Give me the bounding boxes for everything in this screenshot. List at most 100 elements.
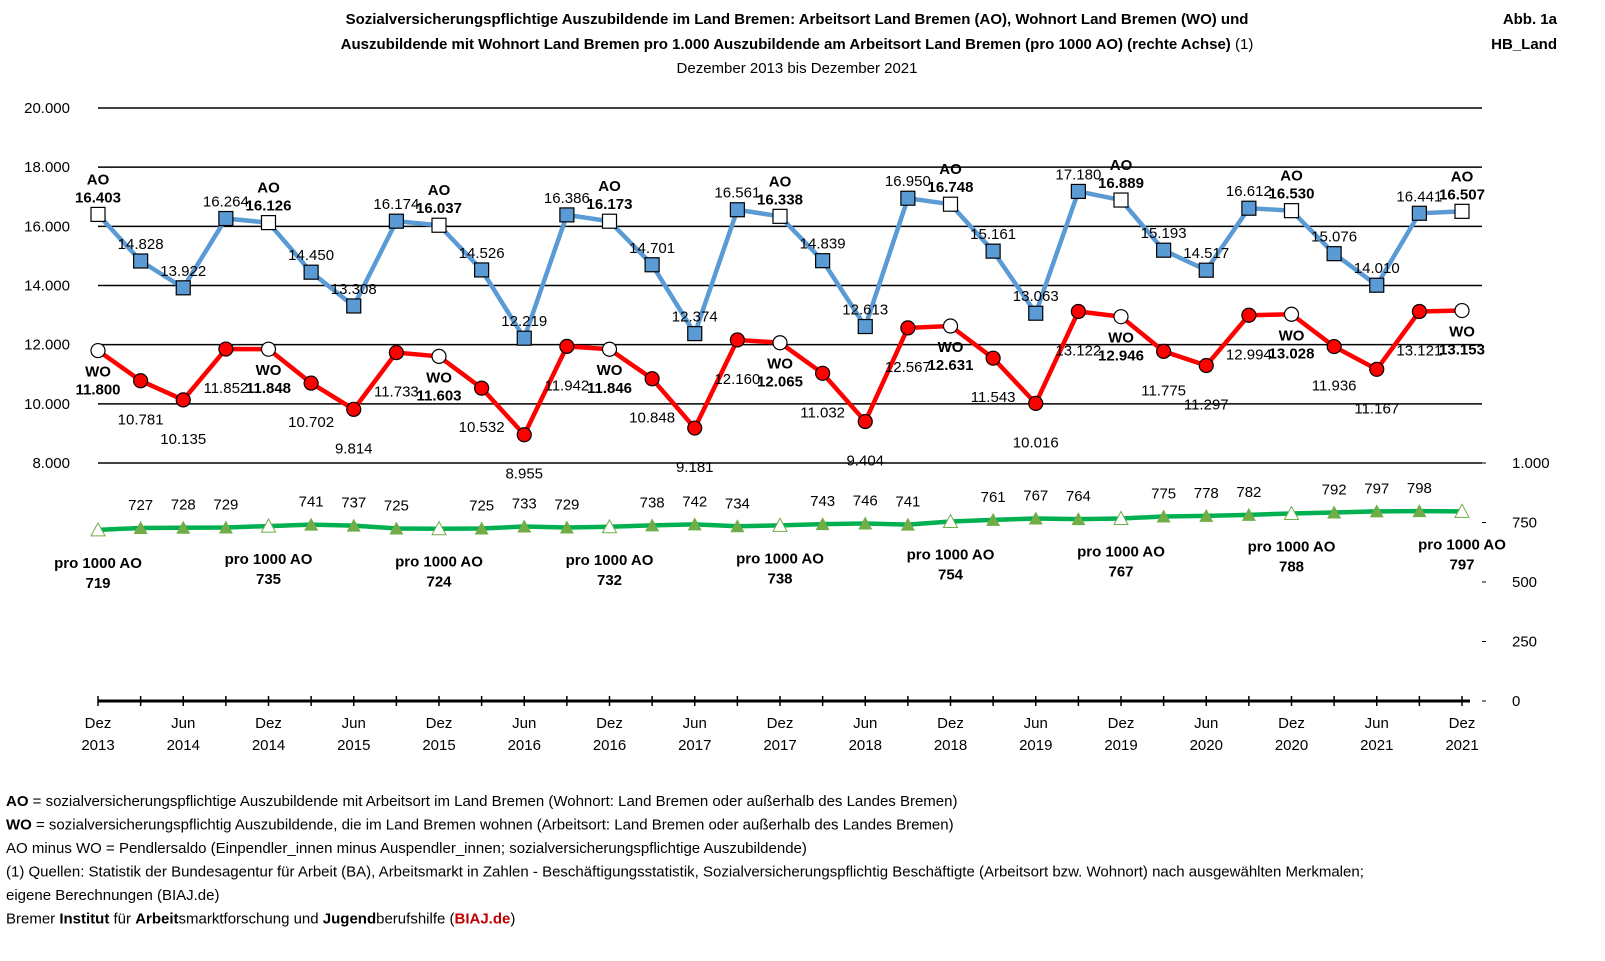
note: AO = sozialversicherungspflichtige Auszu… bbox=[6, 793, 957, 810]
point bbox=[1113, 309, 1129, 325]
note-part: eigene Berechnungen (BIAJ.de) bbox=[6, 887, 219, 904]
point bbox=[346, 518, 361, 532]
title-note: (1) bbox=[1235, 36, 1253, 53]
value-label: 724 bbox=[426, 574, 452, 591]
value-label: 725 bbox=[469, 497, 494, 514]
note: Bremer Institut für Arbeitsmarktforschun… bbox=[6, 911, 515, 928]
y-tick-label: 12.000 bbox=[24, 337, 70, 354]
x-tick-label-box: Jun 2017 bbox=[678, 715, 711, 754]
series-name-label: AO bbox=[769, 173, 792, 190]
value-label: 728 bbox=[171, 497, 196, 514]
value-label: 14.839 bbox=[800, 236, 846, 253]
point bbox=[1198, 357, 1214, 374]
value-label: 12.567 bbox=[885, 359, 931, 376]
value-label: 10.135 bbox=[160, 431, 206, 448]
value-label: 797 bbox=[1364, 480, 1389, 497]
note-part: AO minus WO = Pendlersaldo (Einpendler_i… bbox=[6, 840, 807, 857]
point bbox=[1156, 343, 1172, 359]
x-tick-label: Jun 2019 bbox=[1019, 715, 1053, 754]
value-label: 729 bbox=[213, 496, 238, 513]
value-label: 11.936 bbox=[1312, 378, 1357, 395]
chart-subtitle: Dezember 2013 bis Dezember 2021 bbox=[677, 60, 918, 77]
y2-tick-label: 750 bbox=[1512, 515, 1537, 532]
x-tick-label: Dez 2019 bbox=[1104, 715, 1138, 754]
point bbox=[986, 512, 1001, 526]
point bbox=[1241, 200, 1257, 216]
value-label: 16.507 bbox=[1439, 186, 1485, 203]
point bbox=[601, 213, 618, 229]
point bbox=[218, 520, 233, 534]
point bbox=[1412, 504, 1427, 518]
series-name-label: WO bbox=[938, 339, 964, 356]
value-label: 743 bbox=[810, 493, 835, 510]
value-label: 737 bbox=[341, 495, 366, 512]
figure-label: HB_Land bbox=[1491, 36, 1557, 53]
point bbox=[389, 521, 404, 535]
value-label: 16.530 bbox=[1269, 186, 1315, 203]
value-label: 14.517 bbox=[1183, 245, 1229, 262]
value-label: 16.612 bbox=[1226, 183, 1272, 200]
value-label: 788 bbox=[1279, 558, 1304, 575]
series-name-label: pro 1000 AO bbox=[54, 555, 142, 572]
x-tick-label-box: Dez 2019 bbox=[1104, 715, 1138, 754]
point bbox=[687, 326, 703, 342]
value-label: 11.942 bbox=[544, 377, 589, 394]
value-label: 782 bbox=[1236, 484, 1261, 501]
note-part: ) bbox=[510, 911, 515, 928]
point bbox=[1028, 511, 1043, 525]
point bbox=[260, 518, 277, 533]
point bbox=[1113, 192, 1129, 208]
value-label: 738 bbox=[767, 570, 792, 587]
point bbox=[517, 519, 532, 533]
point bbox=[1156, 242, 1172, 258]
point bbox=[900, 320, 916, 336]
value-label: 792 bbox=[1322, 482, 1347, 499]
x-tick-label: Jun 2018 bbox=[848, 715, 882, 754]
series-name-label: WO bbox=[1449, 324, 1475, 341]
y-tick-label: 14.000 bbox=[24, 278, 70, 295]
value-label: 10.016 bbox=[1013, 434, 1059, 451]
x-tick-label: Dez 2014 bbox=[251, 715, 286, 754]
point bbox=[601, 341, 618, 357]
value-label: 16.403 bbox=[75, 189, 121, 206]
value-label: 10.848 bbox=[629, 410, 675, 427]
value-label: 719 bbox=[85, 575, 110, 592]
series-name-label: AO bbox=[1451, 168, 1474, 185]
point bbox=[388, 213, 404, 229]
point bbox=[133, 253, 149, 269]
value-label: 9.404 bbox=[846, 452, 884, 469]
value-label: 14.526 bbox=[459, 245, 505, 262]
series-name-label: WO bbox=[1279, 327, 1305, 344]
title-line: Auszubildende mit Wohnort Land Bremen pr… bbox=[341, 36, 1231, 53]
series-name-label: pro 1000 AO bbox=[907, 547, 995, 564]
point bbox=[985, 350, 1001, 366]
point bbox=[942, 318, 959, 334]
value-label: 9.814 bbox=[335, 440, 373, 457]
x-tick-label: Jun 2021 bbox=[1360, 715, 1394, 754]
point bbox=[900, 517, 915, 531]
x-tick-label: Dez 2021 bbox=[1445, 715, 1479, 754]
point bbox=[1070, 183, 1086, 200]
value-label: 16.174 bbox=[373, 196, 419, 213]
point bbox=[858, 516, 873, 530]
value-label: 16.748 bbox=[928, 179, 974, 196]
value-label: 14.828 bbox=[118, 236, 164, 253]
point bbox=[388, 344, 404, 361]
value-label: 741 bbox=[299, 494, 324, 511]
note-part: Institut bbox=[59, 911, 109, 928]
x-tick-label-box: Dez 2018 bbox=[934, 715, 967, 754]
series-name-label: AO bbox=[1280, 168, 1303, 185]
point bbox=[1199, 508, 1214, 522]
point bbox=[559, 207, 575, 223]
value-label: 12.994 bbox=[1226, 346, 1272, 363]
value-label: 14.701 bbox=[629, 240, 675, 257]
point bbox=[1411, 303, 1427, 320]
point bbox=[1071, 512, 1086, 526]
note-part: Jugend bbox=[323, 911, 376, 928]
x-tick-label: Dez 2015 bbox=[422, 715, 456, 754]
y-tick-label: 10.000 bbox=[24, 396, 70, 413]
point bbox=[1283, 505, 1300, 520]
point bbox=[90, 206, 106, 223]
x-tick-label-box: Jun 2021 bbox=[1360, 715, 1394, 754]
value-label: 13.063 bbox=[1013, 288, 1059, 305]
